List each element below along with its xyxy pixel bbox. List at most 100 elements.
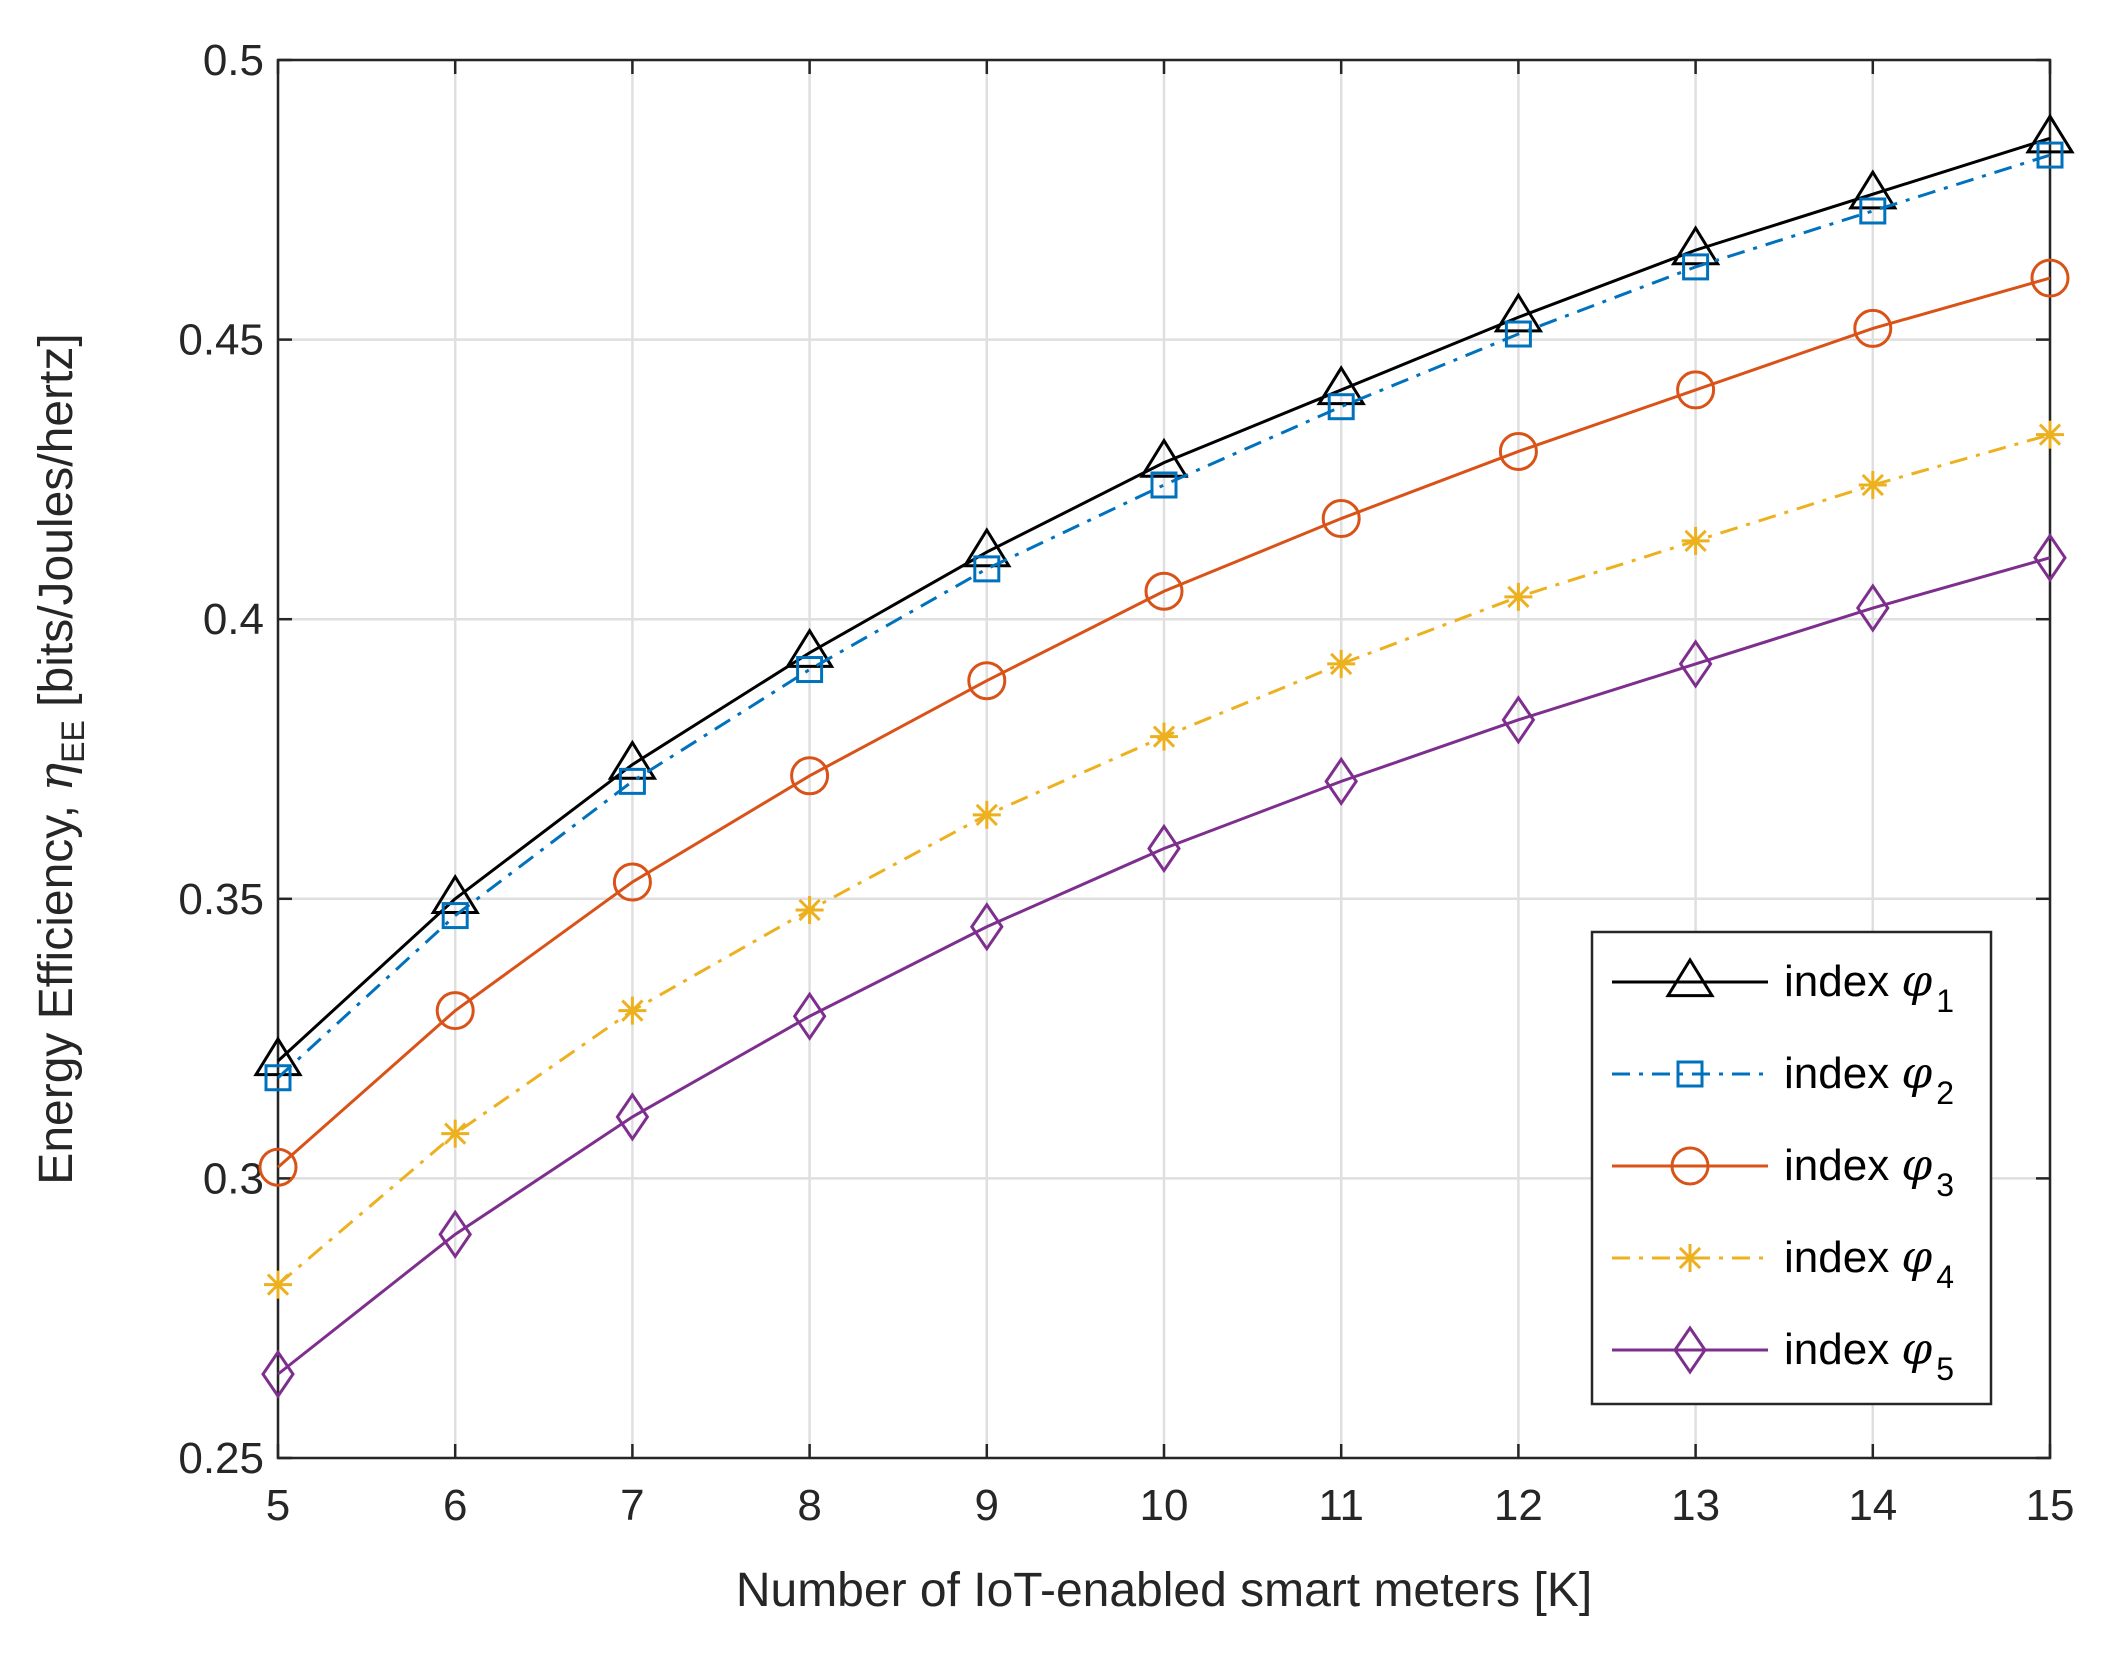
data-point [1855, 583, 1890, 633]
data-point [2036, 141, 2064, 169]
y-axis-label-prefix: Energy Efficiency, [30, 792, 83, 1185]
data-point [264, 1270, 292, 1299]
legend-label-symbol: φ [1901, 956, 1932, 1007]
data-point [1682, 253, 1710, 281]
legend-label-subscript: 5 [1936, 1351, 1954, 1387]
data-point [973, 555, 1001, 583]
data-point [1859, 197, 1887, 225]
series-line [277, 556, 2051, 1376]
legend-marker [1676, 1060, 1704, 1088]
series-2 [264, 141, 2064, 1092]
data-point [790, 756, 830, 796]
x-tick-label: 12 [1494, 1481, 1543, 1530]
legend-label-subscript: 1 [1936, 983, 1954, 1019]
series-3 [258, 258, 2070, 1187]
data-point [969, 902, 1004, 952]
legend-label-subscript: 3 [1936, 1167, 1954, 1203]
legend-label-text: index [1784, 1141, 1901, 1190]
data-point [615, 1092, 650, 1142]
legend-label-symbol: φ [1901, 1140, 1932, 1191]
data-point [1493, 292, 1544, 333]
data-point [258, 1147, 298, 1187]
axis-labels: Number of IoT-enabled smart meters [K] E… [28, 333, 1592, 1617]
data-point [1498, 431, 1538, 471]
y-tick-label: 0.25 [178, 1434, 264, 1483]
data-point [1853, 308, 1893, 348]
y-tick-label: 0.3 [203, 1154, 264, 1203]
data-point [1150, 471, 1178, 499]
y-axis-label: Energy Efficiency, ηEE [bits/Joules/hert… [28, 333, 91, 1184]
x-tick-label: 10 [1140, 1481, 1189, 1530]
legend-marker [1670, 1146, 1710, 1186]
data-point [1501, 695, 1536, 745]
data-point [1327, 649, 1356, 678]
data-point [972, 800, 1001, 829]
legend-label-symbol: φ [1901, 1324, 1932, 1375]
axes: 5 6 7 8 9 10 11 12 13 14 150.250.30.350.40.450.5 [178, 36, 2074, 1530]
data-point [435, 991, 475, 1031]
data-point [438, 1209, 473, 1259]
data-point [1504, 582, 1533, 611]
y-tick-label: 0.45 [178, 316, 264, 365]
data-point [261, 1349, 295, 1399]
legend-label-text: index [1784, 1325, 1901, 1374]
y-axis-label-subscript: EE [55, 720, 91, 763]
data-point [2033, 533, 2067, 583]
data-point [1678, 639, 1713, 689]
data-point [441, 902, 469, 930]
legend-label-symbol: φ [1901, 1048, 1932, 1099]
data-point [264, 1064, 292, 1092]
data-point [1858, 470, 1887, 499]
x-tick-label: 13 [1671, 1481, 1720, 1530]
data-point [441, 1119, 470, 1148]
data-point [1504, 320, 1532, 348]
series-1 [253, 113, 2075, 1077]
data-point [430, 873, 480, 914]
legend-label-symbol: φ [1901, 1232, 1932, 1283]
series-4 [264, 420, 2064, 1299]
x-axis-label: Number of IoT-enabled smart meters [K] [736, 1564, 1592, 1617]
legend-label-text: index [1784, 1233, 1901, 1282]
y-tick-label: 0.4 [203, 595, 264, 644]
x-tick-label: 14 [1848, 1481, 1897, 1530]
data-point [1848, 169, 1898, 210]
series-line [277, 276, 2051, 1169]
data-point [618, 767, 646, 795]
data-point [1321, 499, 1361, 539]
legend-label-text: index [1784, 957, 1901, 1006]
data-point [607, 739, 658, 780]
data-point [1670, 225, 1721, 266]
series-5 [261, 533, 2067, 1399]
data-point [612, 862, 652, 902]
x-tick-label: 5 [266, 1481, 290, 1530]
legend-marker [1676, 1244, 1704, 1272]
data-point [1676, 370, 1716, 410]
data-point [1147, 823, 1181, 874]
data-point [1324, 756, 1359, 807]
data-point [962, 527, 1012, 568]
y-tick-label: 0.35 [178, 875, 264, 924]
series-line [276, 136, 2051, 1063]
data-point [1681, 526, 1710, 555]
data-point [1144, 571, 1184, 611]
data-point [792, 991, 827, 1041]
x-tick-label: 11 [1318, 1481, 1364, 1530]
data-point [2025, 113, 2075, 154]
x-tick-label: 9 [975, 1481, 999, 1530]
data-point [967, 661, 1007, 701]
y-axis-label-suffix: [bits/Joules/hertz] [30, 333, 83, 720]
legend-label-text: index [1784, 1049, 1901, 1098]
data-point [796, 656, 824, 684]
legend-label-subscript: 2 [1936, 1075, 1954, 1111]
